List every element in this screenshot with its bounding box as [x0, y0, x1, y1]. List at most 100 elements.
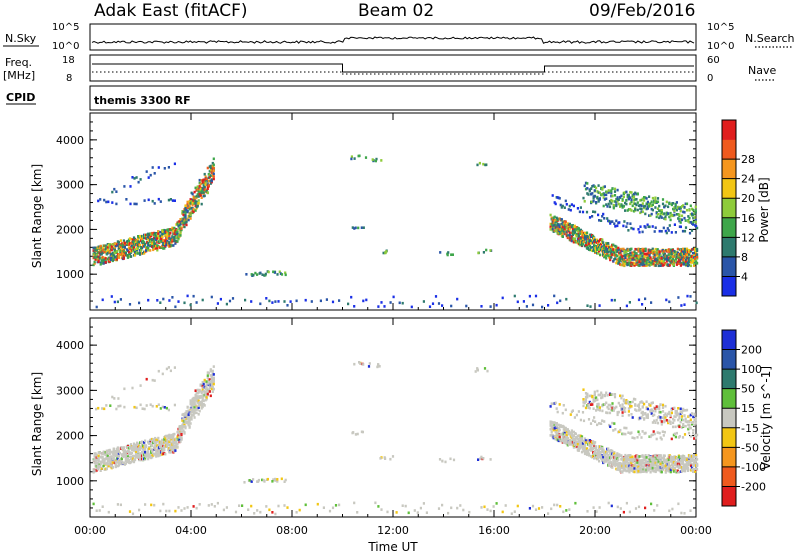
data-cell [667, 469, 670, 473]
data-cell [606, 205, 609, 208]
data-cell [398, 301, 401, 305]
data-cell [157, 232, 160, 235]
data-cell [101, 251, 104, 254]
data-cell [207, 179, 210, 183]
data-cell [571, 228, 574, 231]
data-cell [571, 409, 574, 412]
data-cell [635, 203, 638, 207]
data-cell [627, 229, 630, 232]
data-cell [663, 466, 666, 469]
data-cell [571, 437, 574, 440]
data-cell [633, 264, 636, 267]
data-cell [696, 253, 699, 256]
data-cell [680, 218, 684, 222]
data-cell [643, 205, 646, 208]
data-cell [501, 296, 504, 300]
data-cell [573, 416, 576, 419]
data-cell [171, 238, 174, 242]
data-cell [614, 428, 617, 431]
data-cell [575, 445, 578, 448]
data-cell [587, 193, 590, 196]
data-cell [672, 470, 675, 473]
data-cell [682, 263, 686, 266]
data-cell [681, 469, 685, 473]
data-cell [183, 432, 186, 435]
data-cell [197, 202, 200, 205]
data-cell [612, 259, 615, 263]
data-cell [559, 226, 562, 229]
data-cell [338, 299, 341, 302]
data-cell [613, 463, 616, 466]
data-cell [169, 434, 172, 438]
data-cell [597, 252, 600, 255]
data-cell [565, 227, 568, 230]
data-cell [155, 405, 158, 408]
data-cell [632, 460, 635, 464]
data-cell [663, 205, 666, 209]
data-cell [601, 193, 604, 196]
data-cell [654, 469, 657, 473]
data-cell [207, 381, 210, 385]
data-cell [656, 248, 659, 251]
data-cell [589, 305, 592, 308]
data-cell [695, 436, 698, 440]
data-cell [597, 213, 600, 217]
data-cell [113, 249, 116, 253]
data-cell [683, 469, 687, 472]
data-cell [541, 305, 544, 309]
data-cell [377, 305, 380, 308]
data-cell [174, 447, 177, 450]
data-cell [638, 433, 641, 436]
data-cell [176, 240, 179, 243]
data-cell [593, 457, 596, 460]
data-cell [592, 197, 595, 200]
x-tick-label: 16:00 [478, 524, 510, 537]
data-cell [276, 273, 279, 276]
data-cell [607, 459, 610, 462]
data-cell [380, 301, 383, 304]
data-cell [681, 229, 685, 233]
data-cell [167, 366, 170, 369]
data-cell [635, 252, 638, 255]
data-cell [126, 457, 130, 460]
x-tick-label: 04:00 [175, 524, 207, 537]
data-cell [648, 203, 651, 206]
data-cell [662, 434, 665, 437]
data-cell [347, 302, 350, 306]
data-cell [685, 461, 689, 464]
data-cell [586, 404, 589, 407]
data-cell [565, 435, 568, 438]
data-cell [688, 259, 692, 262]
data-cell [99, 469, 102, 472]
data-cell [163, 438, 166, 441]
data-cell [688, 221, 691, 224]
data-cell [691, 207, 694, 211]
data-cell [199, 186, 202, 190]
data-cell [649, 214, 652, 217]
data-cell [636, 192, 639, 195]
data-cell [451, 253, 454, 256]
data-cell [111, 466, 114, 469]
data-cell [641, 303, 644, 306]
data-cell [663, 454, 666, 458]
data-cell [646, 200, 649, 204]
data-cell [610, 198, 613, 202]
data-cell [571, 233, 574, 237]
data-cell [610, 194, 613, 198]
data-cell [687, 459, 691, 463]
data-cell [576, 443, 579, 446]
data-cell [679, 221, 682, 224]
data-cell [147, 243, 150, 247]
data-cell [634, 198, 637, 201]
data-cell [689, 204, 692, 208]
data-cell [119, 404, 122, 408]
data-cell [601, 419, 604, 422]
data-cell [203, 380, 206, 384]
data-cell [558, 229, 561, 233]
data-cell [689, 435, 693, 438]
data-cell [204, 391, 207, 395]
data-cell [630, 200, 633, 204]
data-cell [686, 464, 690, 467]
data-cell [695, 454, 698, 457]
data-cell [101, 246, 104, 250]
